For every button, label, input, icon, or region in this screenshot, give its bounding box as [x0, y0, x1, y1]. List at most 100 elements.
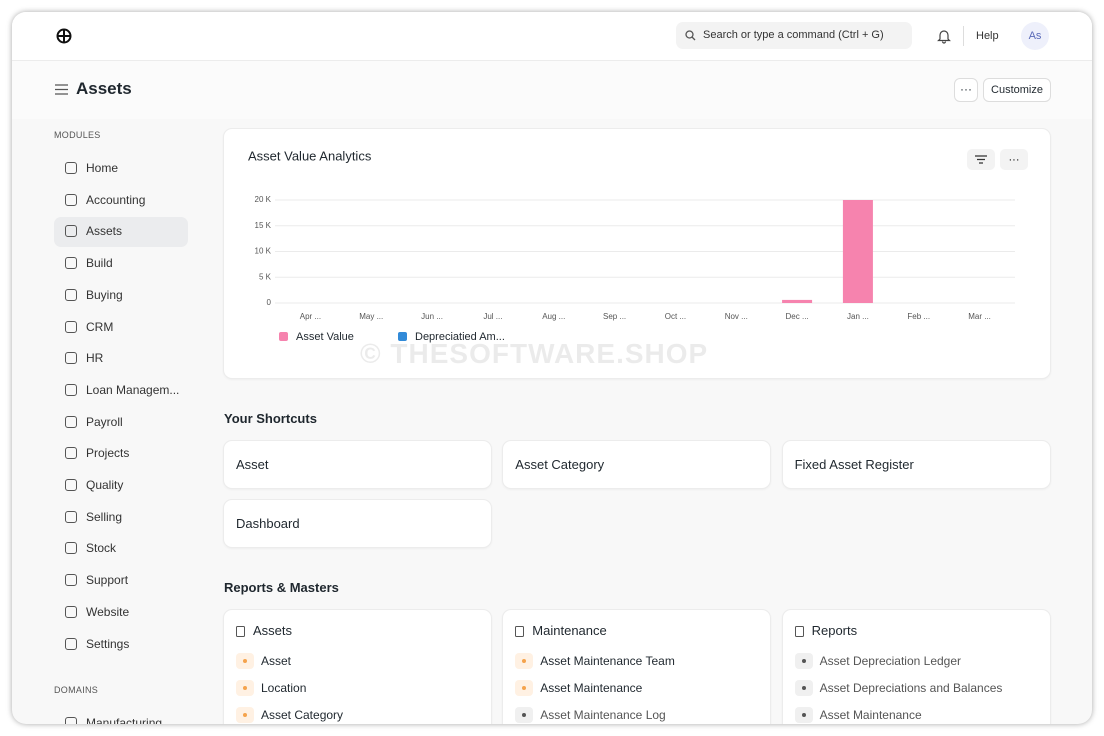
more-button[interactable]: ···	[954, 78, 978, 102]
page-title: Assets	[76, 79, 132, 98]
legend-label: Asset Value	[296, 331, 354, 343]
legend-swatch	[398, 332, 407, 341]
sidebar-icon	[65, 193, 77, 206]
sidebar-label[interactable]: Manufacturing	[86, 716, 163, 724]
sidebar-item[interactable]: Projects	[54, 438, 188, 468]
card-icon	[515, 626, 525, 637]
link-dot-badge	[236, 707, 254, 723]
report-link[interactable]: Asset	[261, 654, 292, 668]
report-card: Maintenance Asset Maintenance Team Asset M…	[503, 610, 771, 724]
sidebar-label: Payroll	[86, 414, 123, 429]
sidebar-icon	[65, 479, 77, 491]
sidebar-item[interactable]: HR	[54, 343, 188, 373]
y-tick-label: 20 K	[255, 195, 272, 204]
sidebar-item[interactable]: Build	[54, 248, 188, 278]
shortcut-card[interactable]: Asset	[224, 441, 491, 488]
report-card: Reports Asset Depreciation Ledger Asset De…	[782, 610, 1050, 724]
sidebar-item[interactable]: Quality	[54, 470, 188, 500]
search-box[interactable]: Search or type a command (Ctrl + G)	[676, 22, 912, 49]
x-tick-label: Aug ...	[542, 312, 565, 321]
sidebar-label: Accounting	[86, 192, 146, 207]
x-tick-label: Jul ...	[483, 312, 502, 321]
sidebar-item[interactable]: Support	[54, 565, 188, 595]
link-dot-badge	[515, 653, 534, 669]
chart-menu-button[interactable]	[1000, 149, 1028, 170]
sidebar-icon	[65, 637, 77, 650]
sidebar-item[interactable]: Buying	[54, 280, 188, 310]
report-link[interactable]: Asset Maintenance Team	[540, 654, 675, 668]
link-dot	[522, 659, 527, 663]
sidebar-label: Home	[86, 161, 119, 175]
sidebar-label: Assets	[86, 224, 123, 239]
sidebar-icon	[65, 415, 77, 428]
sidebar-item[interactable]: Stock	[54, 533, 188, 563]
sidebar-item[interactable]: Website	[54, 597, 188, 627]
sidebar-icon	[65, 225, 77, 238]
sidebar-icon	[65, 510, 77, 523]
legend-swatch	[279, 332, 288, 341]
sidebar-item[interactable]: Selling	[54, 502, 188, 532]
sidebar-icon	[65, 717, 77, 724]
report-link[interactable]: Asset Maintenance	[540, 681, 643, 695]
filter-icon	[975, 155, 987, 164]
report-link[interactable]: Asset Depreciations and Balances	[819, 681, 1003, 695]
report-link[interactable]: Asset Category	[261, 708, 344, 722]
sidebar-item[interactable]: Assets	[54, 216, 188, 246]
divider	[963, 26, 964, 46]
avatar[interactable]: As	[1021, 22, 1049, 50]
link-dot	[522, 713, 527, 717]
sidebar-item[interactable]: Payroll	[54, 407, 188, 437]
chart-card: Asset Value Analytics ··· 0 5 K 10 K 15 K 20…	[224, 129, 1050, 378]
sidebar-label: Website	[86, 604, 130, 619]
sidebar-item[interactable]: Settings	[54, 629, 188, 659]
link-dot-badge	[236, 653, 254, 669]
logo[interactable]	[56, 28, 72, 44]
notification-bell[interactable]	[937, 28, 951, 44]
shortcut-card[interactable]: Asset Category	[503, 441, 771, 488]
sidebar-icon	[65, 574, 77, 587]
window: Search or type a command (Ctrl + G) Help…	[12, 12, 1092, 724]
sidebar-heading: MODULES	[54, 130, 101, 140]
sidebar-item[interactable]: Accounting	[54, 185, 188, 215]
report-link[interactable]: Asset Maintenance	[819, 708, 922, 722]
watermark: © THESOFTWARE.SHOP	[360, 338, 709, 369]
x-tick-label: Feb ...	[907, 312, 930, 321]
report-link[interactable]: Asset Maintenance Log	[540, 708, 666, 722]
customize-button[interactable]: Customize	[983, 78, 1051, 102]
sidebar-label: Buying	[86, 287, 123, 302]
x-tick-label: May ...	[359, 312, 383, 321]
shortcut-card[interactable]: Dashboard	[224, 500, 491, 547]
section-heading: Reports & Masters	[224, 580, 339, 595]
sidebar-item[interactable]: CRM	[54, 312, 188, 342]
sidebar-label: Stock	[86, 541, 117, 556]
sidebar-label: HR	[86, 351, 104, 366]
sidebar-label: CRM	[86, 319, 114, 334]
x-tick-label: Apr ...	[300, 312, 321, 321]
link-dot	[243, 659, 247, 663]
link-dot-badge	[515, 707, 534, 723]
shortcut-card[interactable]: Fixed Asset Register	[782, 441, 1050, 488]
x-tick-label: Nov ...	[725, 312, 748, 321]
sidebar-item[interactable]: Loan Managem...	[54, 375, 188, 405]
bar	[782, 299, 813, 303]
sidebar-icon	[65, 257, 77, 270]
sidebar-item[interactable]: Home	[54, 153, 188, 183]
report-link[interactable]: Asset Depreciation Ledger	[819, 654, 962, 668]
sidebar-label: Loan Managem...	[86, 382, 180, 397]
chart-title: Asset Value Analytics	[248, 148, 372, 163]
link-dot	[243, 686, 247, 690]
card-icon	[236, 626, 245, 637]
sidebar-toggle[interactable]	[55, 84, 68, 95]
sidebar-icon	[65, 162, 77, 174]
link-dot-badge	[794, 680, 813, 696]
help-menu[interactable]: Help	[976, 30, 999, 42]
sidebar-icon	[65, 542, 77, 555]
sidebar-label: Selling	[86, 509, 123, 524]
shortcut-label: Fixed Asset Register	[794, 457, 914, 472]
navbar	[12, 12, 1092, 61]
shortcut-label: Asset Category	[515, 457, 605, 472]
report-link[interactable]: Location	[261, 681, 307, 695]
sidebar-icon	[65, 605, 77, 618]
x-tick-label: Sep ...	[603, 312, 626, 321]
